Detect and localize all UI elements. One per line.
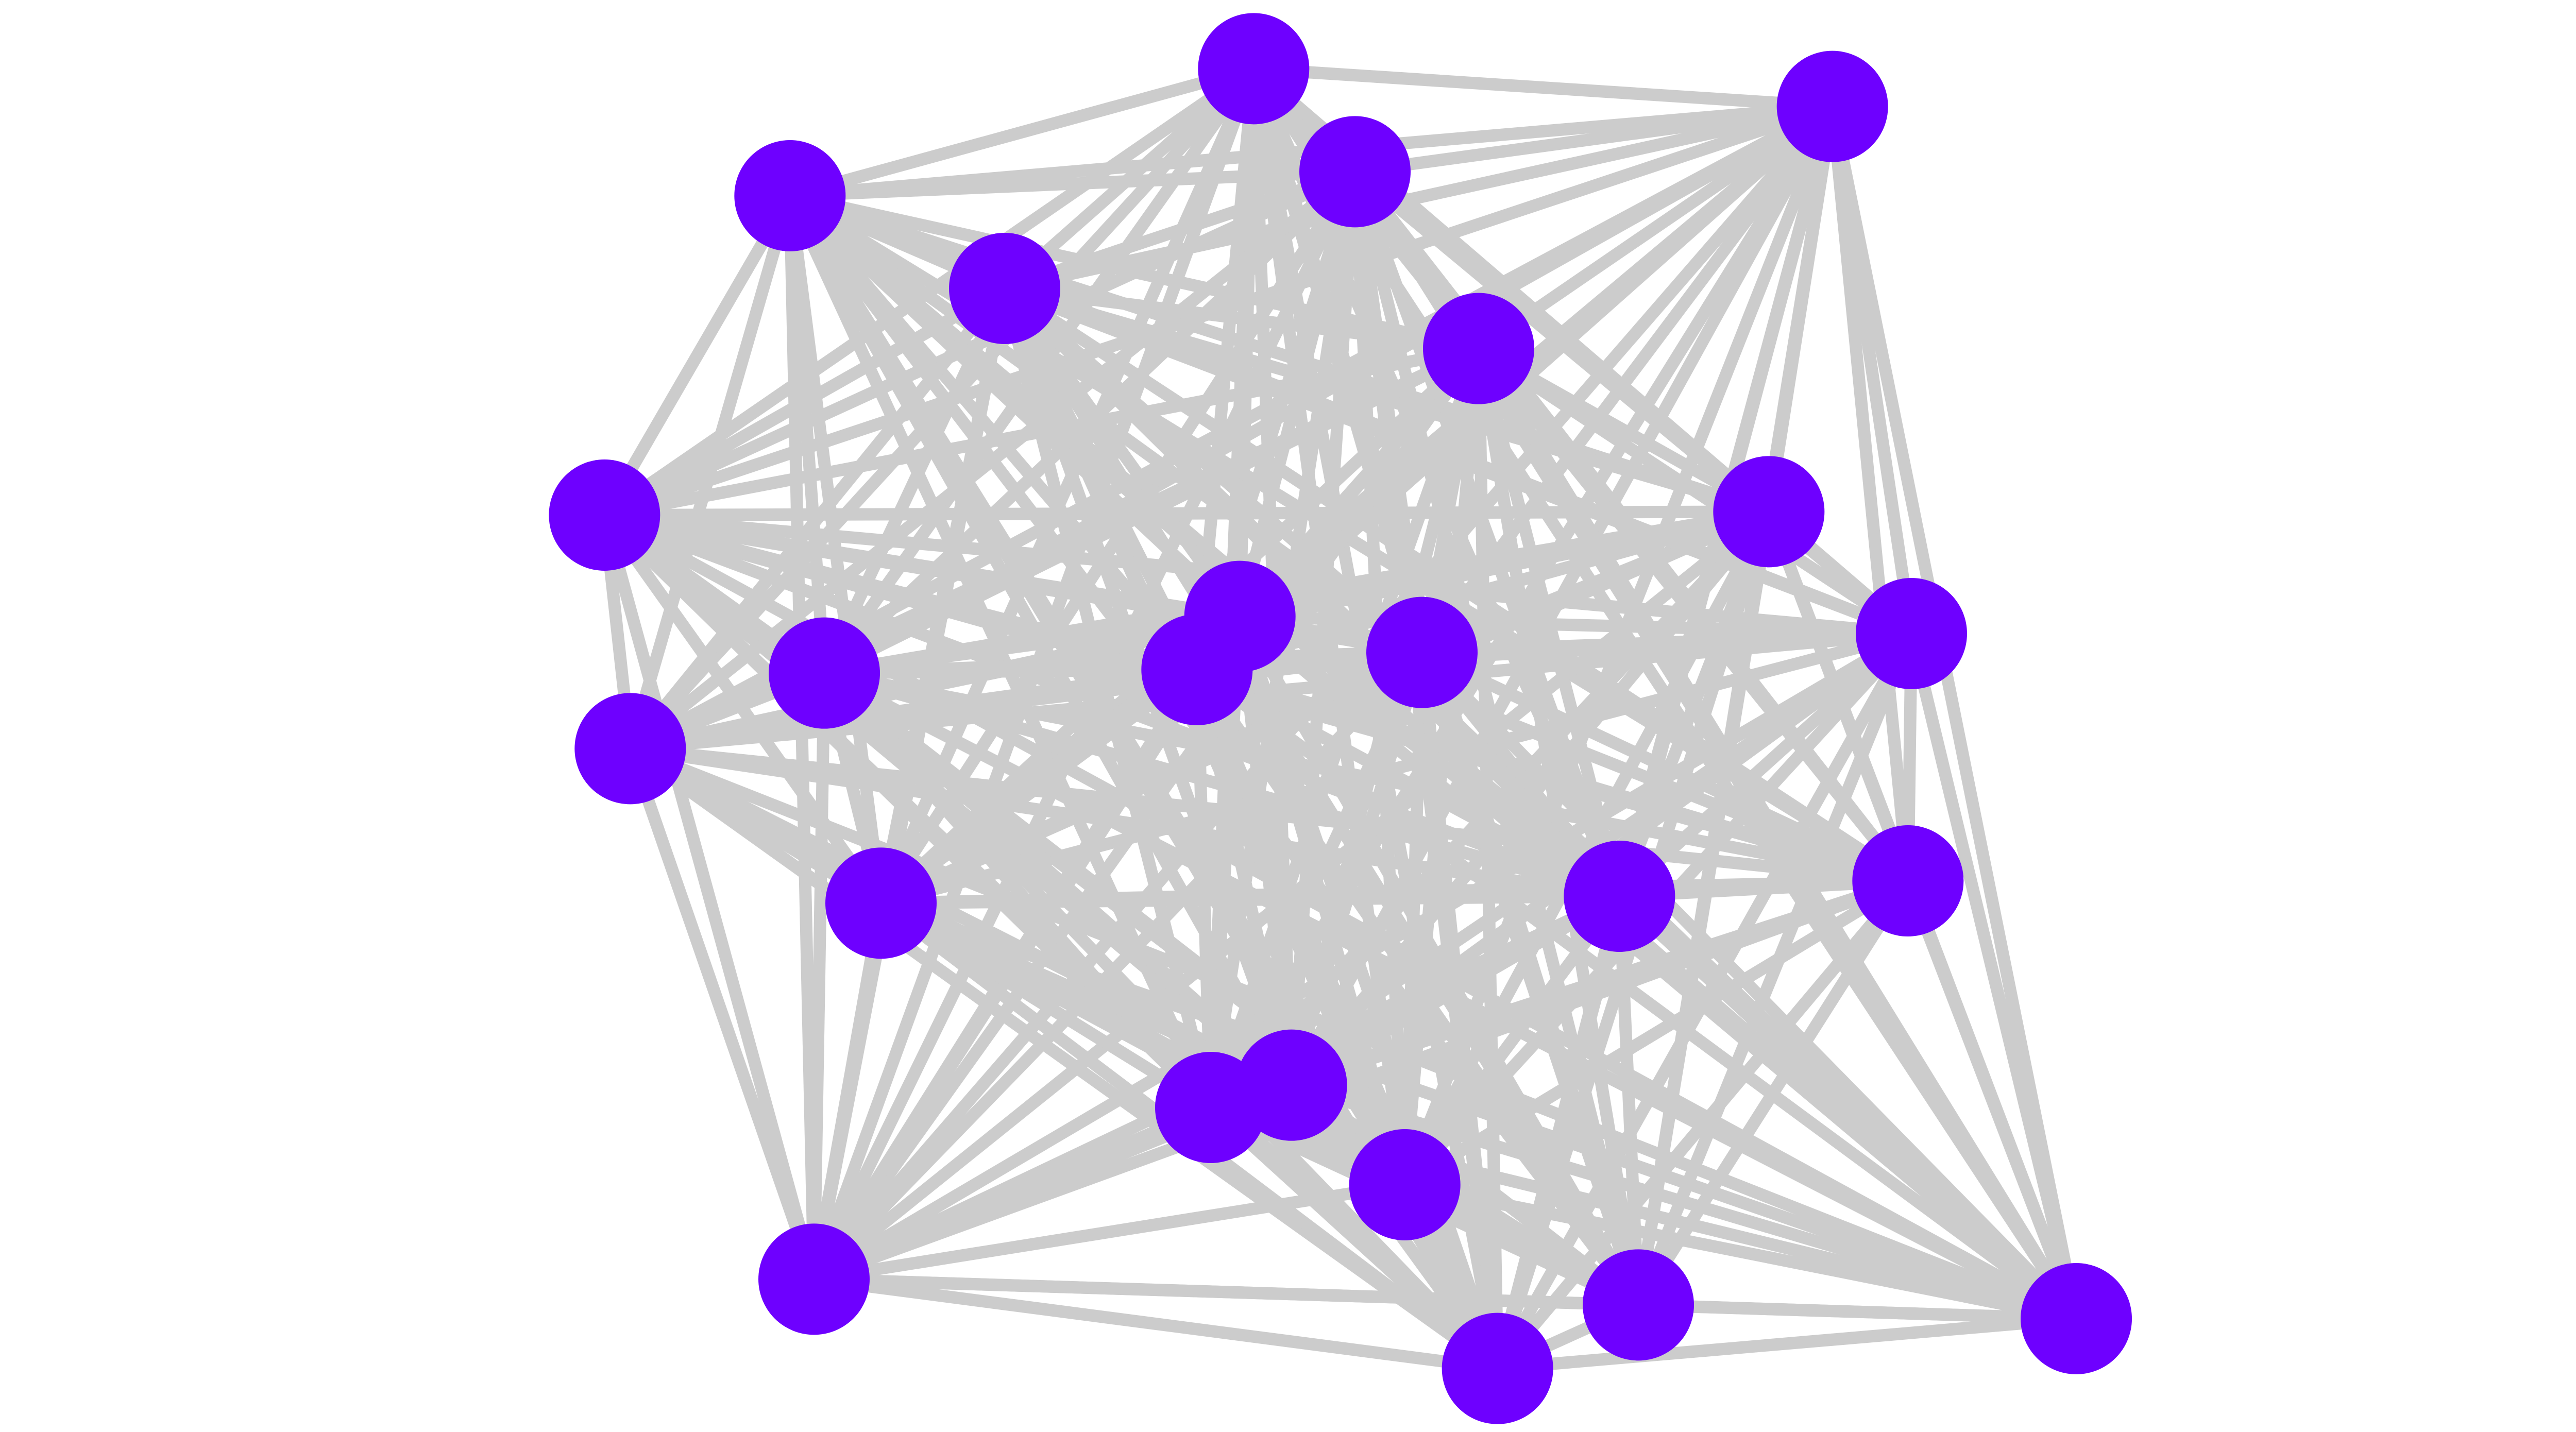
graph-edge: [629, 610, 1242, 755]
graph-edge: [822, 667, 1621, 902]
graph-edge: [1475, 343, 1915, 639]
graph-edge: [789, 165, 1355, 202]
graph-node: [574, 693, 686, 805]
graph-node: [758, 1223, 870, 1335]
graph-edge: [1419, 646, 1911, 887]
graph-node: [1776, 50, 1888, 162]
graph-node: [1141, 614, 1253, 725]
graph-edge: [1003, 100, 1834, 295]
graph-node: [1442, 1312, 1553, 1424]
graph-node: [1423, 293, 1534, 404]
graph-edge: [788, 62, 1256, 202]
graph-edge: [599, 192, 795, 519]
graph-edge: [1290, 1079, 2078, 1325]
graph-edge: [1615, 892, 2081, 1323]
graph-node: [2021, 1263, 2132, 1374]
graph-edge: [1475, 101, 1836, 354]
graph-edge: [1826, 106, 1914, 882]
graph-edge: [811, 875, 1910, 1285]
graph-edge: [1492, 895, 1625, 1370]
graph-edge: [1497, 1312, 2077, 1375]
graph-edge: [604, 505, 1769, 521]
graph-edge: [1638, 1299, 2077, 1325]
graph-node: [549, 459, 660, 571]
graph-edge: [1003, 165, 1357, 295]
graph-edge: [1209, 1101, 2078, 1325]
graph-node: [949, 233, 1060, 344]
graph-edge: [1632, 631, 1918, 1307]
graph-edge: [629, 646, 1423, 755]
graph-node: [1299, 116, 1411, 228]
graph-edge: [880, 890, 1620, 910]
graph-edge: [1398, 652, 1428, 1185]
graph-edge: [1826, 105, 2082, 1320]
graph-edge: [878, 646, 1425, 909]
graph-edge: [808, 902, 887, 1281]
graph-node: [1713, 456, 1825, 568]
graph-node: [1564, 841, 1675, 952]
graph-edge: [601, 283, 1008, 521]
graph-edge: [1416, 650, 1645, 1307]
graph-node: [769, 617, 880, 729]
graph-edge: [603, 342, 1480, 521]
graph-edge: [813, 1273, 1499, 1375]
graph-edge: [1400, 892, 1624, 1189]
graph-edge: [811, 1101, 1213, 1285]
graph-node: [1856, 578, 1967, 689]
graph-node: [825, 847, 937, 959]
graph-node: [1366, 596, 1478, 708]
graph-edge: [1234, 614, 1504, 1371]
graph-edge: [598, 513, 820, 1281]
graph-node: [1349, 1129, 1461, 1240]
graph-edge: [1401, 875, 1911, 1190]
graph-edge: [879, 897, 2078, 1325]
graph-edge: [823, 667, 1909, 887]
graph-edge: [809, 648, 1427, 1284]
graph-edge: [1905, 632, 2082, 1320]
nodes-layer: [549, 13, 2132, 1424]
graph-edge: [1417, 648, 2081, 1323]
graph-node: [734, 140, 846, 251]
graph-edge: [1206, 1103, 1502, 1373]
graph-edge: [824, 646, 1422, 679]
graph-node: [1583, 1249, 1694, 1361]
graph-edge: [1253, 62, 1833, 113]
graph-edge: [1416, 652, 1504, 1369]
graph-node: [1198, 13, 1310, 125]
graph-edge: [1403, 1179, 2078, 1325]
graph-edge: [1902, 878, 2082, 1321]
graph-edge: [813, 1179, 1406, 1286]
graph-edge: [1493, 877, 1913, 1373]
graph-edge: [879, 627, 1913, 909]
graph-edge: [1240, 610, 1912, 640]
graph-edge: [1004, 282, 1480, 355]
graph-edge: [624, 746, 820, 1282]
graph-node: [1852, 825, 1964, 936]
graph-edge: [629, 742, 1621, 902]
graph-edge: [630, 742, 1909, 887]
graph-edge: [1354, 100, 1834, 178]
graph-node: [1155, 1052, 1266, 1163]
